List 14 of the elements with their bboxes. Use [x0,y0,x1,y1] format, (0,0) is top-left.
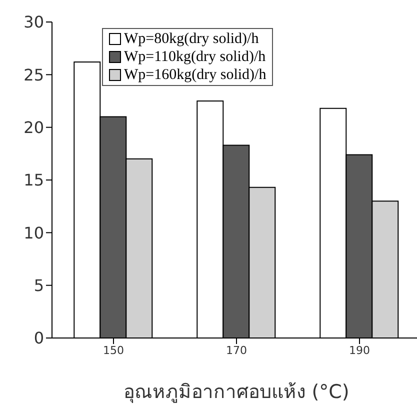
legend-label: Wp=80kg(dry solid)/h [124,30,259,48]
y-tick-label: 15 [24,170,44,190]
y-tick-label: 0 [34,328,44,348]
y-tick-label: 20 [24,118,44,138]
x-tick-label: 150 [103,344,124,357]
x-axis-title: อุณหภูมิอากาศอบแห้ง (°C) [124,381,350,404]
legend-label: Wp=160kg(dry solid)/h [124,66,266,84]
y-tick-label: 10 [24,223,44,242]
x-tick-label: 170 [226,344,247,357]
y-tick-label: 5 [34,276,44,296]
y-tick-label: 25 [24,65,44,84]
y-tick-label: 30 [24,12,44,32]
legend-label: Wp=110kg(dry solid)/h [124,48,266,66]
x-tick-label: 190 [349,344,370,357]
